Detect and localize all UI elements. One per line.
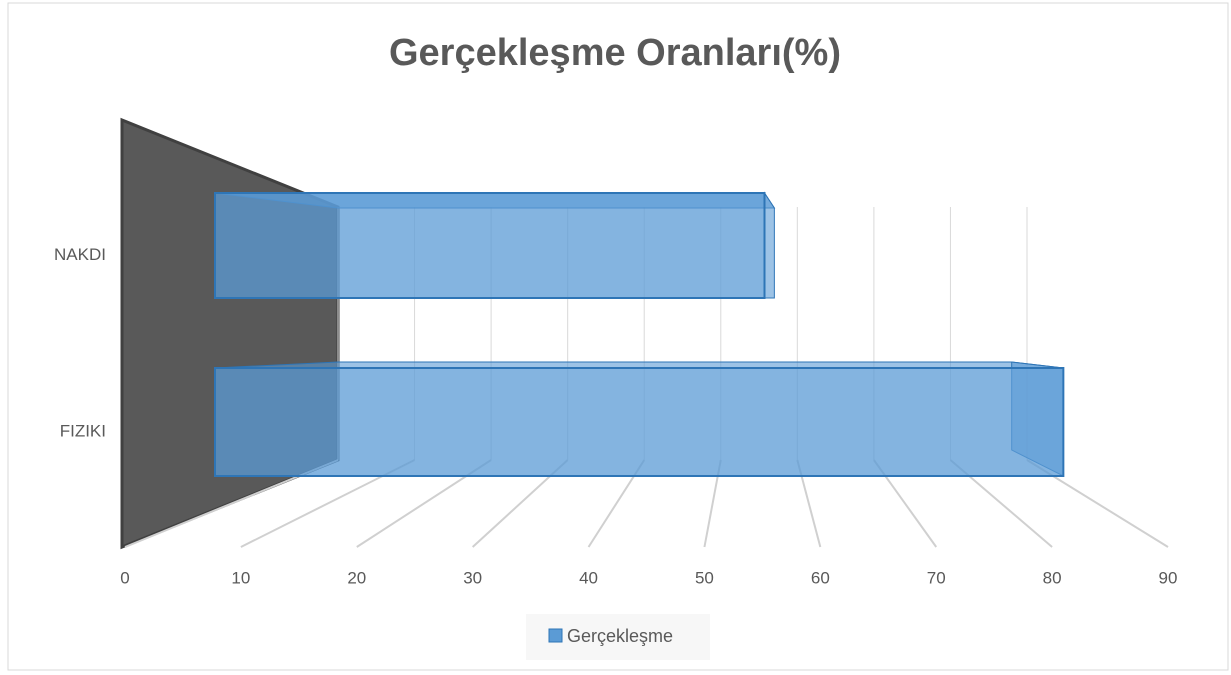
x-tick-label: 40: [579, 568, 598, 587]
x-tick-label: 10: [231, 568, 250, 587]
x-tick-label: 70: [927, 568, 946, 587]
x-tick-label: 0: [120, 568, 129, 587]
legend-swatch: [548, 628, 563, 643]
x-tick-label: 50: [695, 568, 714, 587]
bar-side: [764, 191, 775, 299]
x-tick-label: 60: [811, 568, 830, 587]
x-tick-label: 20: [347, 568, 366, 587]
x-tick-label: 30: [463, 568, 482, 587]
bar: [214, 367, 1065, 477]
x-tick-label: 80: [1043, 568, 1062, 587]
y-tick-label: FIZIKI: [60, 421, 106, 440]
legend-label: Gerçekleşme: [567, 626, 673, 646]
chart-title: Gerçekleşme Oranları(%): [389, 32, 841, 74]
x-tick-label: 90: [1159, 568, 1178, 587]
y-tick-label: NAKDI: [54, 245, 106, 264]
bar: [214, 192, 766, 299]
